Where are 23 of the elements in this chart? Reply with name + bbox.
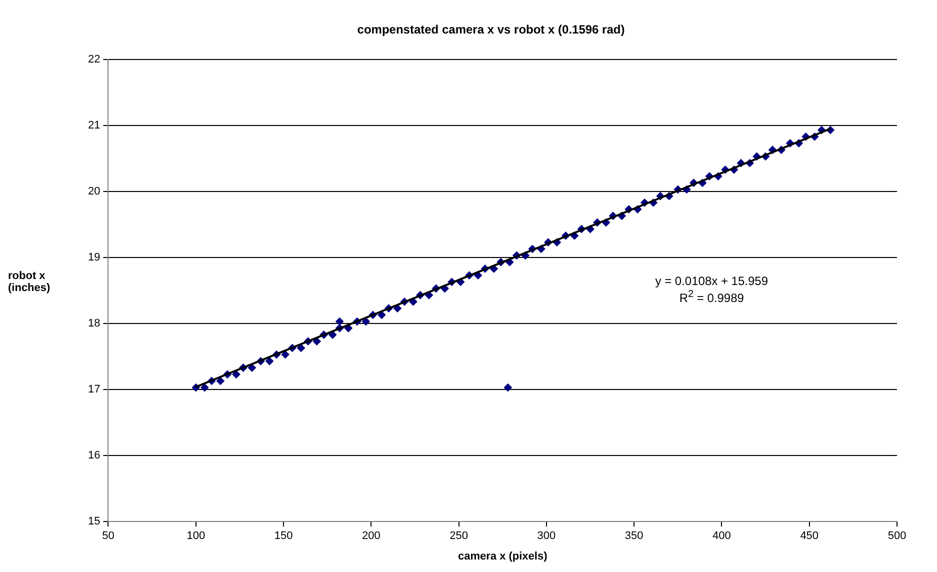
x-tick-label: 100 [186, 530, 206, 542]
x-tick-label: 350 [624, 530, 644, 542]
y-tick-label: 22 [88, 53, 100, 66]
y-tick-label: 16 [88, 450, 100, 462]
x-tick-label: 50 [102, 530, 114, 542]
chart-title: compenstated camera x vs robot x (0.1596 rad) [357, 22, 625, 37]
x-tick-label: 250 [450, 530, 468, 542]
y-tick-label: 18 [88, 318, 100, 330]
x-tick-label: 300 [537, 530, 556, 542]
y-axis-title: robot x (inches) [8, 270, 52, 294]
x-axis-title: camera x (pixels) [458, 550, 548, 562]
y-tick-label: 15 [88, 516, 100, 528]
x-tick-label: 400 [712, 530, 731, 542]
x-tick-label: 500 [888, 530, 906, 542]
x-tick-label: 450 [800, 530, 819, 542]
y-tick-label: 20 [88, 185, 100, 198]
x-tick-label: 200 [362, 530, 380, 542]
annotation: y = 0.0108x + 15.959 [654, 274, 769, 288]
y-tick-label: 21 [88, 119, 100, 132]
y-tick-label: 19 [88, 252, 100, 264]
annotation: R$^{2}$ = 0.9989 [678, 289, 745, 306]
x-tick-label: 150 [274, 530, 293, 542]
y-tick-label: 17 [88, 384, 100, 396]
